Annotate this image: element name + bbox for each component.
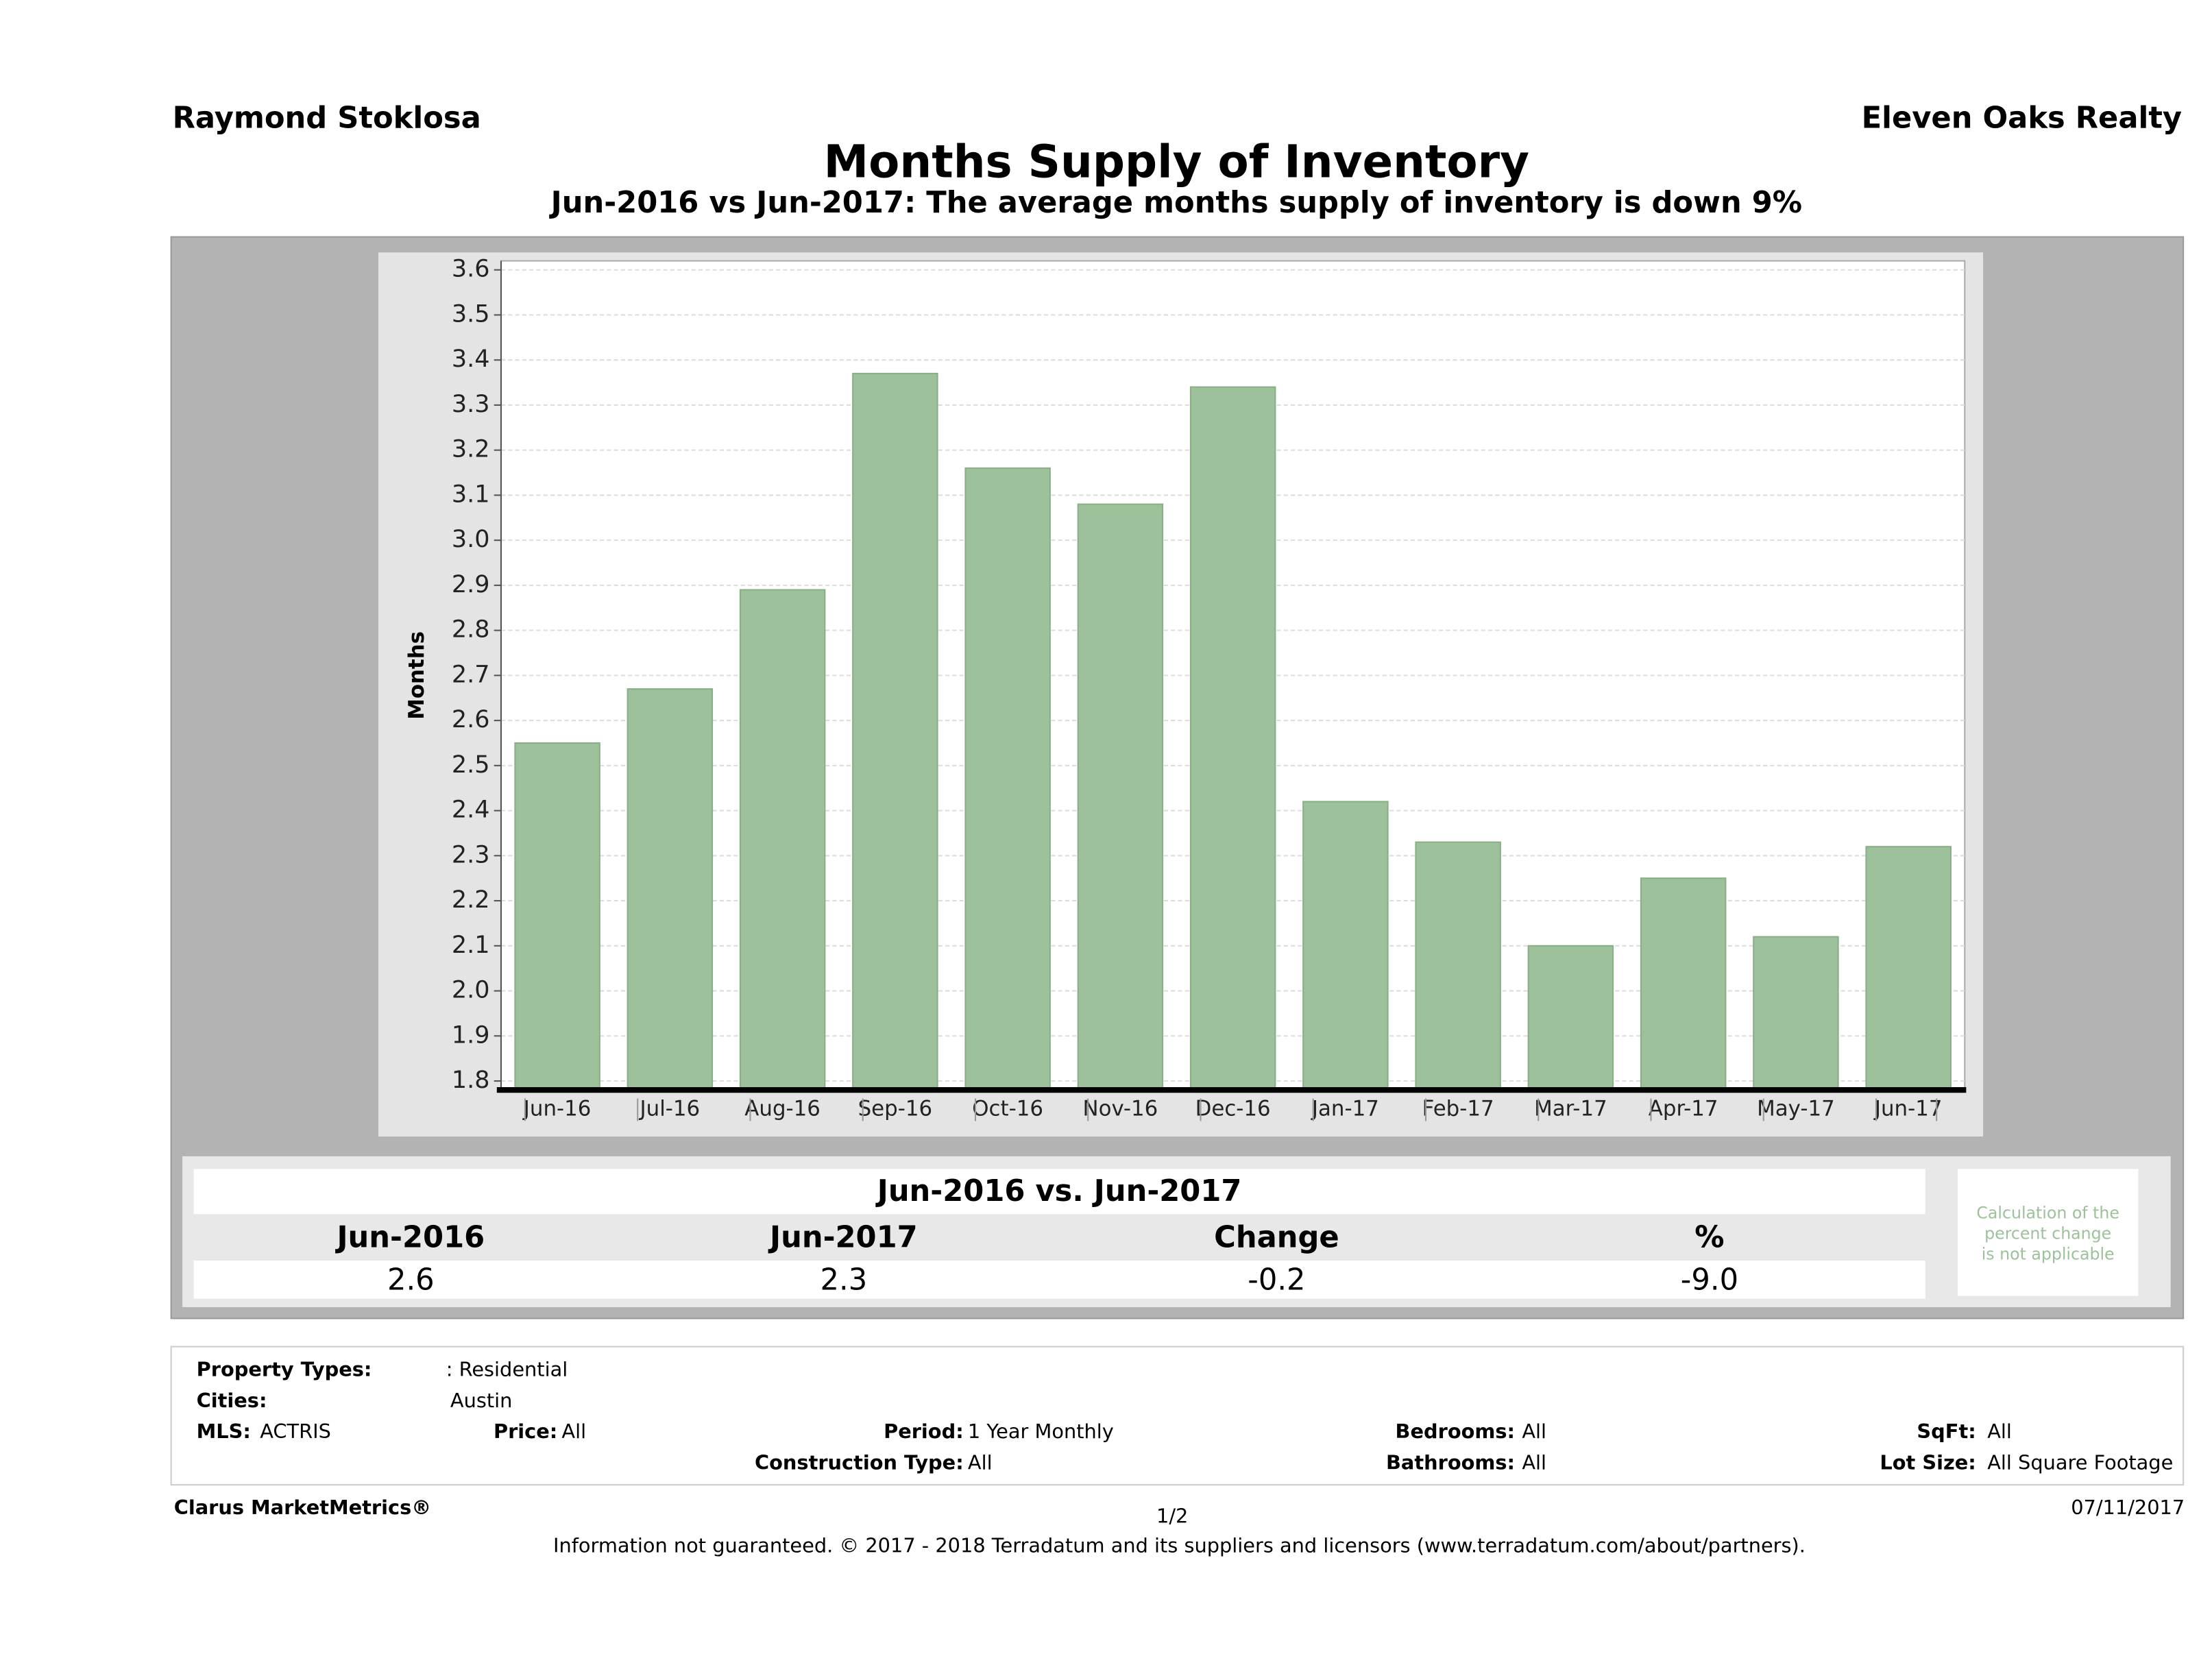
bar — [1077, 503, 1164, 1091]
filter-label: Period: — [884, 1420, 964, 1443]
x-tick-label: Sep-16 — [858, 1096, 933, 1121]
y-tick-label: 2.7 — [452, 661, 490, 688]
x-tick-label: Mar-17 — [1534, 1096, 1607, 1121]
summary-header: % — [1694, 1221, 1724, 1255]
y-tick-label: 2.6 — [452, 706, 490, 733]
summary-value: -9.0 — [1681, 1263, 1738, 1297]
filter-value: : Residential — [446, 1358, 568, 1381]
x-tick-label: Aug-16 — [744, 1096, 821, 1121]
footer-date: 07/11/2017 — [2071, 1496, 2185, 1519]
bar — [1753, 936, 1839, 1091]
y-tick-label: 1.9 — [452, 1021, 490, 1049]
filter-label: Cities: — [197, 1389, 267, 1412]
x-tick-label: Jun-17 — [1873, 1096, 1943, 1121]
summary-header: Change — [1214, 1221, 1339, 1255]
filter-label: Property Types: — [197, 1358, 372, 1381]
x-tick-label: Feb-17 — [1422, 1096, 1494, 1121]
filter-value: All — [561, 1420, 586, 1443]
y-tick-label: 3.0 — [452, 526, 490, 553]
y-tick-label: 3.3 — [452, 391, 490, 418]
filter-value: All — [1522, 1420, 1546, 1443]
y-tick-label: 3.1 — [452, 481, 490, 508]
y-axis-label: Months — [404, 631, 429, 720]
x-tick-label: May-17 — [1757, 1096, 1835, 1121]
chart-title: Months Supply of Inventory — [824, 136, 1529, 189]
footer-brand: Clarus MarketMetrics® — [174, 1496, 431, 1519]
y-tick-label: 2.9 — [452, 571, 490, 598]
filter-value: All — [1987, 1420, 2012, 1443]
summary-title-bg — [193, 1169, 1925, 1215]
y-tick-label: 1.8 — [452, 1067, 490, 1094]
bar — [514, 742, 600, 1091]
bar — [1865, 846, 1952, 1091]
filter-value: 1 Year Monthly — [968, 1420, 1114, 1443]
bar — [852, 372, 938, 1091]
summary-value: 2.6 — [387, 1263, 435, 1297]
summary-note: is not applicable — [1982, 1244, 2115, 1263]
x-tick-label: Apr-17 — [1649, 1096, 1718, 1121]
y-tick-label: 3.4 — [452, 345, 490, 373]
summary-title: Jun-2016 vs. Jun-2017 — [875, 1174, 1242, 1208]
y-tick-label: 3.6 — [452, 256, 490, 283]
x-tick-label: Oct-16 — [972, 1096, 1043, 1121]
y-tick-label: 2.3 — [452, 841, 490, 868]
summary-note-bg — [1958, 1169, 2139, 1296]
summary-header: Jun-2016 — [335, 1221, 485, 1255]
filter-label: Bedrooms: — [1396, 1420, 1516, 1443]
y-tick-label: 2.0 — [452, 977, 490, 1004]
header-right: Eleven Oaks Realty — [1862, 101, 2182, 135]
summary-value: 2.3 — [821, 1263, 868, 1297]
bar — [1415, 841, 1501, 1091]
y-tick-label: 3.5 — [452, 300, 490, 328]
chart-subtitle: Jun-2016 vs Jun-2017: The average months… — [549, 186, 1802, 220]
filter-label: Bathrooms: — [1386, 1450, 1515, 1474]
filter-label: MLS: — [197, 1420, 251, 1443]
filter-value: All — [968, 1450, 993, 1474]
y-tick-label: 3.2 — [452, 436, 490, 463]
x-tick-label: Nov-16 — [1083, 1096, 1158, 1121]
bar — [627, 688, 714, 1091]
summary-header: Jun-2017 — [768, 1221, 918, 1255]
y-tick-label: 2.5 — [452, 751, 490, 779]
bar — [1189, 386, 1276, 1091]
footer-page: 1/2 — [1156, 1504, 1188, 1527]
x-tick-label: Jul-16 — [639, 1096, 701, 1121]
filters-box — [170, 1346, 2185, 1486]
filter-label: Price: — [494, 1420, 557, 1443]
x-tick-label: Jan-17 — [1311, 1096, 1379, 1121]
y-tick-label: 2.2 — [452, 886, 490, 914]
summary-note: Calculation of the — [1976, 1204, 2119, 1223]
bar — [1527, 945, 1614, 1091]
filter-label: Construction Type: — [755, 1450, 964, 1474]
filter-label: SqFt: — [1917, 1420, 1976, 1443]
filter-value: Austin — [450, 1389, 512, 1412]
filter-value: All Square Footage — [1987, 1450, 2173, 1474]
header-left: Raymond Stoklosa — [173, 101, 481, 135]
bar — [1640, 877, 1727, 1091]
y-tick-label: 2.1 — [452, 932, 490, 959]
x-tick-label: Dec-16 — [1195, 1096, 1271, 1121]
summary-values-bg — [193, 1261, 1925, 1299]
footer-disclaimer: Information not guaranteed. © 2017 - 201… — [553, 1534, 1806, 1557]
filter-label: Lot Size: — [1880, 1450, 1976, 1474]
x-tick-label: Jun-16 — [522, 1096, 592, 1121]
summary-note: percent change — [1984, 1224, 2111, 1243]
bar — [739, 589, 826, 1091]
y-tick-label: 2.8 — [452, 616, 490, 644]
filter-value: All — [1522, 1450, 1546, 1474]
summary-value: -0.2 — [1248, 1263, 1305, 1297]
filter-value: ACTRIS — [260, 1420, 331, 1443]
bar — [964, 467, 1051, 1091]
y-tick-label: 2.4 — [452, 797, 490, 824]
bar — [1302, 801, 1389, 1091]
